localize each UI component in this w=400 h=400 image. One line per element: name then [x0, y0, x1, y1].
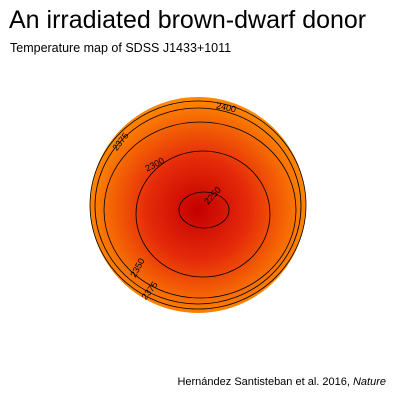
chart-title: An irradiated brown-dwarf donor: [9, 6, 367, 34]
credit-authors: Hernández Santisteban et al. 2016,: [177, 376, 353, 388]
credit-journal: Nature: [352, 376, 386, 388]
contour-group: [89, 100, 307, 310]
contour-2375: [94, 107, 302, 305]
star-disk: [90, 97, 306, 313]
contour-2400: [89, 100, 307, 310]
contour-label-2400: 2400: [215, 100, 237, 114]
contour-2350: [103, 121, 297, 299]
credit-line: Hernández Santisteban et al. 2016, Natur…: [177, 375, 386, 389]
chart-subtitle: Temperature map of SDSS J1433+1011: [10, 41, 232, 55]
contour-2250: [178, 191, 230, 229]
contour-2300: [135, 150, 271, 278]
